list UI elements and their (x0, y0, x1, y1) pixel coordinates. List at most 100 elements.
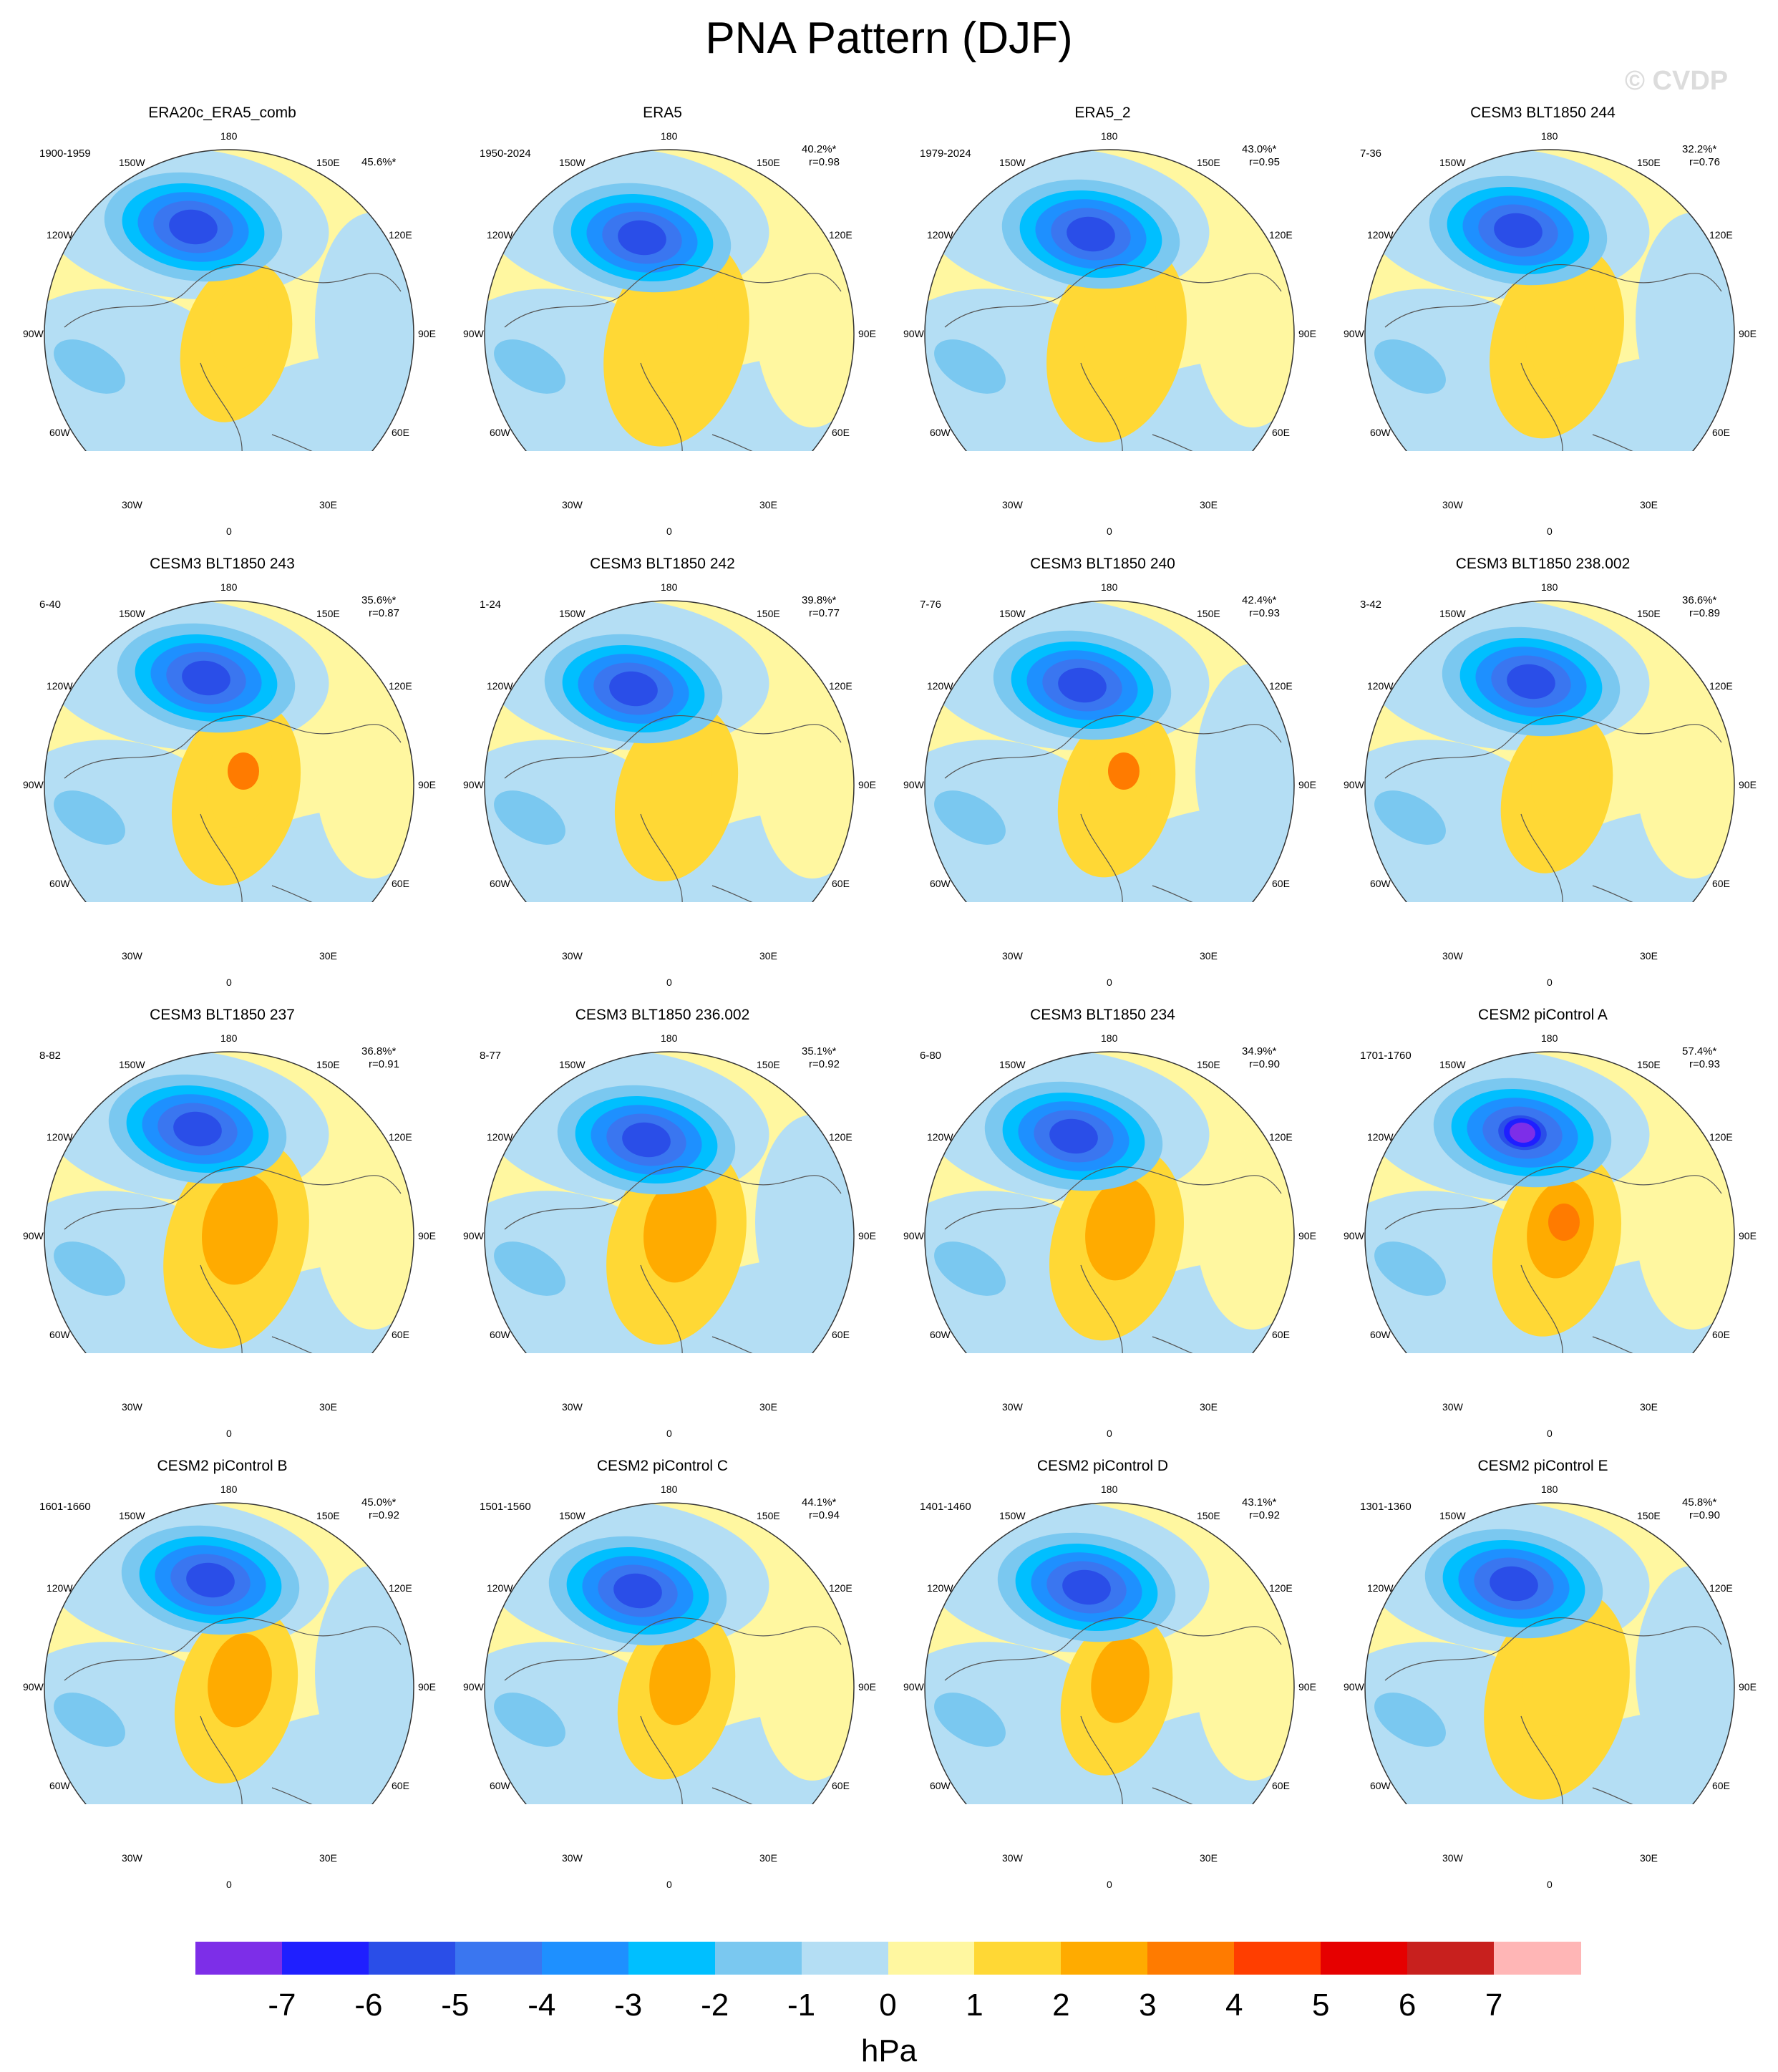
panel-title: CESM2 piControl B (157, 1458, 288, 1474)
polar-map (484, 1502, 855, 1804)
longitude-label: 90W (903, 1230, 924, 1241)
longitude-label: 180 (1541, 1483, 1558, 1495)
map-panel: CESM2 piControl A 1701-1760 57.4%* r=0.93 18… (1321, 902, 1765, 1439)
map-field (485, 1052, 854, 1353)
colorbar-units: hPa (860, 2033, 918, 2068)
longitude-label: 90E (1739, 1681, 1757, 1693)
map-panel: CESM3 BLT1850 236.002 8-77 35.1%* r=0.92 180… (440, 902, 885, 1439)
longitude-label: 60W (1369, 427, 1391, 438)
longitude-label: 150W (999, 607, 1026, 619)
colorbar-swatch (1321, 1942, 1408, 1975)
panel-percent: 45.8%* (1682, 1496, 1717, 1509)
longitude-label: 120E (1709, 1131, 1733, 1143)
longitude-label: 60E (1272, 1780, 1290, 1791)
longitude-label: 60E (392, 1329, 409, 1340)
longitude-label: 30E (1200, 1401, 1218, 1413)
longitude-label: 120E (1269, 1582, 1293, 1594)
longitude-label: 90E (1739, 328, 1757, 339)
panel-percent: 40.2%* (802, 143, 837, 155)
longitude-label: 90W (23, 1230, 44, 1241)
panel-years: 1701-1760 (1360, 1050, 1412, 1062)
longitude-label: 60W (929, 427, 951, 438)
longitude-label: 150W (1439, 1058, 1466, 1070)
colorbar-swatch (888, 1942, 975, 1975)
longitude-label: 150W (559, 156, 586, 168)
longitude-label: 120W (926, 1131, 953, 1143)
longitude-label: 0 (1107, 977, 1112, 988)
panel-percent: 44.1%* (802, 1496, 837, 1509)
longitude-label: 30E (319, 950, 337, 962)
longitude-label: 150W (119, 156, 145, 168)
longitude-label: 30W (122, 1852, 142, 1864)
map-panel: CESM2 piControl E 1301-1360 45.8%* r=0.90 18… (1321, 1353, 1765, 1890)
longitude-label: 30E (1640, 1401, 1658, 1413)
longitude-label: 30E (1640, 1852, 1658, 1864)
longitude-label: 90E (858, 328, 876, 339)
panel-percent: 35.1%* (802, 1045, 837, 1057)
panel-percent: 36.8%* (361, 1045, 397, 1057)
longitude-label: 120W (486, 1131, 513, 1143)
longitude-label: 120E (389, 1582, 412, 1594)
polar-map (44, 1502, 414, 1804)
longitude-label: 60W (489, 1780, 510, 1791)
panel-percent: 45.6%* (361, 156, 397, 168)
panel-title: CESM2 piControl E (1477, 1458, 1608, 1474)
longitude-label: 180 (1541, 1032, 1558, 1044)
longitude-label: 60E (1272, 427, 1290, 438)
longitude-label: 90W (463, 1230, 484, 1241)
map-field (1365, 150, 1734, 451)
longitude-label: 150W (999, 1509, 1026, 1521)
longitude-label: 120W (46, 1582, 73, 1594)
longitude-label: 150W (559, 1509, 586, 1521)
longitude-label: 60W (1369, 1780, 1391, 1791)
panel-variance: 40.2%* r=0.98 (802, 143, 840, 169)
longitude-label: 60W (489, 878, 510, 889)
colorbar-tick-label: 3 (1139, 1988, 1157, 2023)
longitude-label: 180 (1101, 1032, 1118, 1044)
map-field (1365, 1052, 1734, 1353)
longitude-label: 60W (1369, 1329, 1391, 1340)
polar-map (924, 1502, 1295, 1804)
polar-map (44, 600, 414, 902)
longitude-label: 60E (392, 1780, 409, 1791)
longitude-label: 150E (1637, 1058, 1661, 1070)
longitude-label: 30W (1442, 1852, 1463, 1864)
longitude-label: 30W (1002, 499, 1023, 511)
longitude-label: 90W (1344, 1230, 1364, 1241)
panel-percent: 39.8%* (802, 594, 837, 606)
longitude-label: 30W (122, 499, 142, 511)
longitude-label: 120W (1366, 229, 1394, 241)
longitude-label: 0 (226, 1428, 232, 1439)
longitude-label: 30W (1442, 1401, 1463, 1413)
panel-title: CESM2 piControl D (1036, 1458, 1169, 1474)
map-panel: CESM3 BLT1850 242 1-24 39.8%* r=0.77 180 150E… (440, 451, 885, 988)
longitude-label: 60E (832, 1780, 850, 1791)
longitude-label: 60W (929, 878, 951, 889)
longitude-label: 90W (463, 328, 484, 339)
colorbar-tick-label: -6 (354, 1988, 383, 2023)
longitude-label: 180 (1541, 581, 1558, 593)
panel-percent: 35.6%* (361, 594, 397, 606)
panel-percent: 36.6%* (1682, 594, 1717, 606)
colorbar-swatch (455, 1942, 543, 1975)
map-panel: CESM3 BLT1850 234 6-80 34.9%* r=0.90 180 150E… (880, 902, 1325, 1439)
panel-years: 8-82 (39, 1050, 62, 1062)
longitude-label: 90W (1344, 779, 1364, 790)
panel-title: CESM3 BLT1850 237 (150, 1007, 295, 1023)
longitude-label: 120E (1269, 680, 1293, 692)
panel-correlation: r=0.98 (809, 156, 840, 168)
map-field (44, 150, 414, 451)
longitude-label: 90E (1298, 1230, 1316, 1241)
panel-correlation: r=0.93 (1689, 1058, 1720, 1070)
longitude-label: 0 (1547, 977, 1553, 988)
colorbar-tick-label: -3 (614, 1988, 643, 2023)
colorbar-swatch (1494, 1942, 1581, 1975)
longitude-label: 150W (559, 1058, 586, 1070)
polar-map (1364, 149, 1735, 451)
longitude-label: 90E (1739, 1230, 1757, 1241)
longitude-label: 30E (319, 1401, 337, 1413)
map-panel: ERA5 1950-2024 40.2%* r=0.98 180 150E 120E 90E 6… (440, 0, 885, 537)
longitude-label: 30E (759, 1401, 777, 1413)
panel-variance: 45.8%* r=0.90 (1682, 1496, 1720, 1522)
longitude-label: 150W (1439, 156, 1466, 168)
